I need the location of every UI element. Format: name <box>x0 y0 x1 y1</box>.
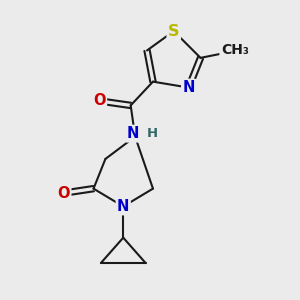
Text: O: O <box>58 186 70 201</box>
Text: O: O <box>93 94 106 109</box>
Text: N: N <box>127 126 139 141</box>
Text: N: N <box>182 80 195 95</box>
Text: CH₃: CH₃ <box>221 43 249 57</box>
Text: S: S <box>168 24 179 39</box>
Text: H: H <box>147 127 158 140</box>
Text: N: N <box>117 199 129 214</box>
